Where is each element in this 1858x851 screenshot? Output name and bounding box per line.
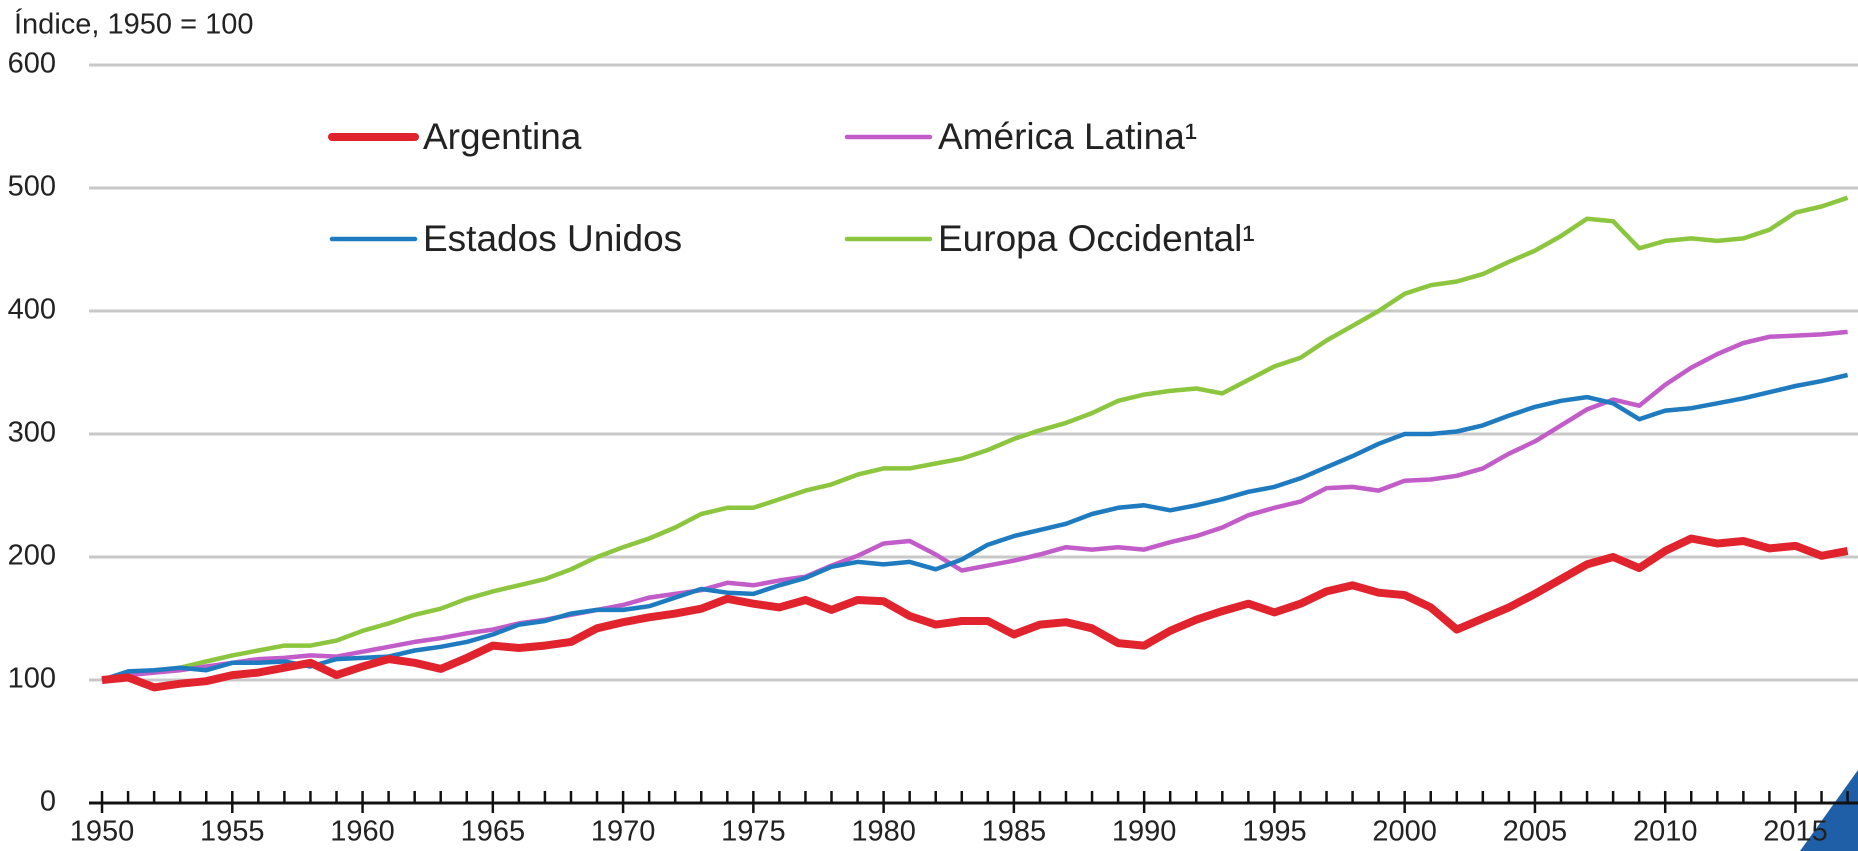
- x-tick-label: 2005: [1503, 816, 1568, 848]
- y-tick-label: 100: [8, 663, 56, 695]
- x-tick-label: 1970: [591, 816, 656, 848]
- x-tick-label: 1995: [1242, 816, 1307, 848]
- legend-label: Europa Occidental¹: [938, 218, 1255, 259]
- x-tick-label: 1985: [982, 816, 1047, 848]
- x-tick-label: 2000: [1372, 816, 1437, 848]
- x-tick-label: 2015: [1763, 816, 1828, 848]
- y-tick-label: 500: [8, 171, 56, 203]
- x-tick-label: 2010: [1633, 816, 1698, 848]
- legend-label: Argentina: [423, 116, 582, 157]
- series-line: [101, 195, 1849, 683]
- legend-label: América Latina¹: [938, 116, 1197, 157]
- y-axis-label: Índice, 1950 = 100: [14, 8, 253, 41]
- x-tick-label: 1980: [851, 816, 916, 848]
- corner-decoration: [1800, 770, 1858, 851]
- y-tick-label: 400: [8, 294, 56, 326]
- y-tick-label: 0: [40, 786, 56, 818]
- x-tick-label: 1955: [200, 816, 265, 848]
- x-tick-label: 1975: [721, 816, 786, 848]
- x-tick-label: 1960: [330, 816, 395, 848]
- legend-label: Estados Unidos: [423, 218, 682, 259]
- x-tick-label: 1965: [461, 816, 526, 848]
- series-line: [101, 329, 1848, 683]
- y-tick-label: 200: [8, 540, 56, 572]
- y-tick-label: 600: [8, 48, 56, 80]
- series-line: [101, 534, 1849, 692]
- x-tick-label: 1950: [70, 816, 135, 848]
- y-tick-label: 300: [8, 417, 56, 449]
- x-tick-label: 1990: [1112, 816, 1177, 848]
- series-line: [101, 372, 1849, 683]
